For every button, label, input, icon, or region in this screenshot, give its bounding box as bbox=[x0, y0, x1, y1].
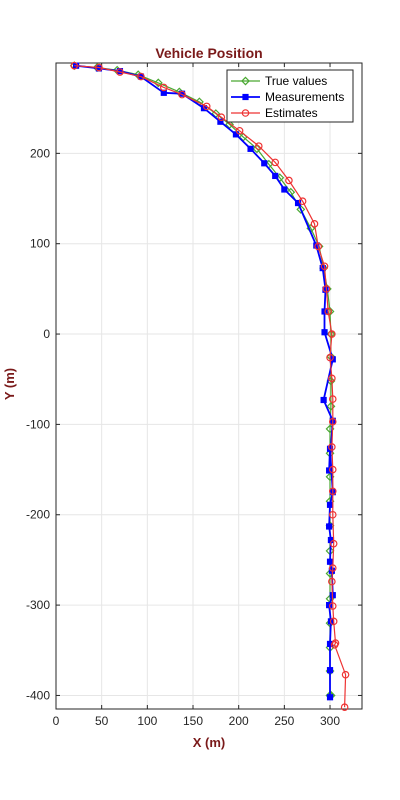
data-point-measurements bbox=[272, 172, 279, 180]
data-point-estimates bbox=[328, 443, 336, 451]
data-point-estimates bbox=[95, 63, 103, 72]
data-point-estimates bbox=[328, 374, 336, 383]
y-tick-label: 0 bbox=[43, 327, 50, 341]
data-point-true-values bbox=[153, 78, 163, 88]
y-axis-label: Y (m) bbox=[2, 368, 17, 400]
y-tick-label: -400 bbox=[26, 688, 50, 702]
data-point-estimates bbox=[70, 61, 79, 70]
data-point-measurements bbox=[320, 396, 327, 404]
legend-entry-true-values: True values bbox=[231, 74, 327, 88]
data-point-estimates bbox=[116, 68, 124, 76]
data-point-measurements bbox=[326, 558, 334, 565]
data-point-estimates bbox=[328, 564, 337, 572]
x-tick-label: 50 bbox=[95, 714, 109, 728]
data-point-measurements bbox=[326, 523, 333, 530]
data-point-measurements bbox=[281, 186, 288, 193]
data-point-estimates bbox=[285, 176, 293, 185]
legend-label: True values bbox=[265, 74, 327, 88]
ticks: 0 50 100 150 200 250 300 -400 -300 -200 -100 0 100 20… bbox=[26, 63, 362, 728]
x-tick-label: 200 bbox=[229, 714, 249, 728]
axes-frame bbox=[55, 62, 363, 710]
data-point-estimates bbox=[328, 395, 337, 403]
data-point-estimates bbox=[298, 197, 307, 206]
x-axis-label: X (m) bbox=[193, 735, 226, 750]
data-point-estimates bbox=[330, 641, 339, 649]
x-tick-label: 150 bbox=[183, 714, 203, 728]
x-tick-label: 300 bbox=[320, 714, 340, 728]
data-point-estimates bbox=[178, 90, 186, 99]
data-point-true-values bbox=[296, 204, 306, 214]
y-tick-label: 200 bbox=[30, 146, 50, 160]
data-point-estimates bbox=[159, 83, 168, 92]
legend-entry-measurements: Measurements bbox=[231, 90, 344, 104]
data-point-measurements bbox=[326, 667, 334, 674]
data-point-estimates bbox=[329, 617, 338, 626]
x-tick-label: 250 bbox=[274, 714, 294, 728]
plot-frame bbox=[55, 62, 363, 710]
chart-title: Vehicle Position bbox=[155, 45, 262, 61]
data-point-estimates bbox=[322, 285, 331, 293]
y-tick-label: -300 bbox=[26, 598, 50, 612]
data-point-measurements bbox=[232, 131, 240, 138]
data-point-estimates bbox=[137, 72, 145, 81]
data-point-estimates bbox=[320, 262, 329, 271]
data-point-estimates bbox=[328, 465, 337, 474]
legend-entry-estimates: Estimates bbox=[231, 106, 318, 120]
data-point-estimates bbox=[324, 307, 333, 316]
data-point-estimates bbox=[271, 158, 280, 167]
data-point-estimates bbox=[310, 220, 319, 228]
series-line-estimates bbox=[74, 65, 347, 708]
y-tick-label: -200 bbox=[26, 508, 50, 522]
data-point-measurements bbox=[294, 199, 302, 207]
legend: True values Measurements Estimates bbox=[226, 69, 354, 123]
data-point-measurements bbox=[247, 145, 254, 152]
data-point-estimates bbox=[328, 602, 337, 610]
data-point-measurements bbox=[326, 694, 334, 701]
y-tick-label: 100 bbox=[30, 237, 50, 251]
legend-marker-true-values bbox=[241, 76, 250, 86]
data-point-estimates bbox=[328, 330, 336, 338]
legend-label: Measurements bbox=[265, 90, 344, 104]
data-point-measurements bbox=[326, 501, 334, 508]
legend-label: Estimates bbox=[265, 106, 318, 120]
data-point-measurements bbox=[319, 264, 326, 272]
data-point-measurements bbox=[326, 445, 334, 452]
data-point-estimates bbox=[329, 539, 338, 548]
grid bbox=[55, 63, 362, 709]
series-layer bbox=[69, 61, 350, 711]
y-tick-label: -100 bbox=[26, 417, 50, 431]
data-point-estimates bbox=[328, 510, 337, 519]
data-point-estimates bbox=[341, 670, 350, 679]
legend-marker-estimates bbox=[241, 109, 250, 117]
data-point-estimates bbox=[235, 126, 244, 135]
series-estimates bbox=[70, 61, 350, 711]
data-point-estimates bbox=[254, 142, 263, 150]
data-point-estimates bbox=[328, 487, 337, 496]
data-point-estimates bbox=[202, 102, 211, 111]
x-tick-label: 0 bbox=[53, 714, 60, 728]
data-point-measurements bbox=[261, 160, 268, 167]
data-point-measurements bbox=[321, 329, 328, 336]
data-point-estimates bbox=[217, 113, 226, 122]
data-point-measurements bbox=[313, 242, 320, 249]
data-point-true-values bbox=[252, 144, 262, 154]
x-tick-label: 100 bbox=[137, 714, 157, 728]
data-point-estimates bbox=[326, 353, 334, 362]
data-point-estimates bbox=[328, 417, 337, 426]
data-point-estimates bbox=[314, 242, 322, 251]
data-point-estimates bbox=[328, 577, 336, 586]
data-point-estimates bbox=[340, 703, 349, 711]
legend-marker-measurements bbox=[242, 93, 249, 101]
data-point-measurements bbox=[217, 118, 224, 125]
legend-entries: True values Measurements Estimates bbox=[231, 74, 344, 120]
